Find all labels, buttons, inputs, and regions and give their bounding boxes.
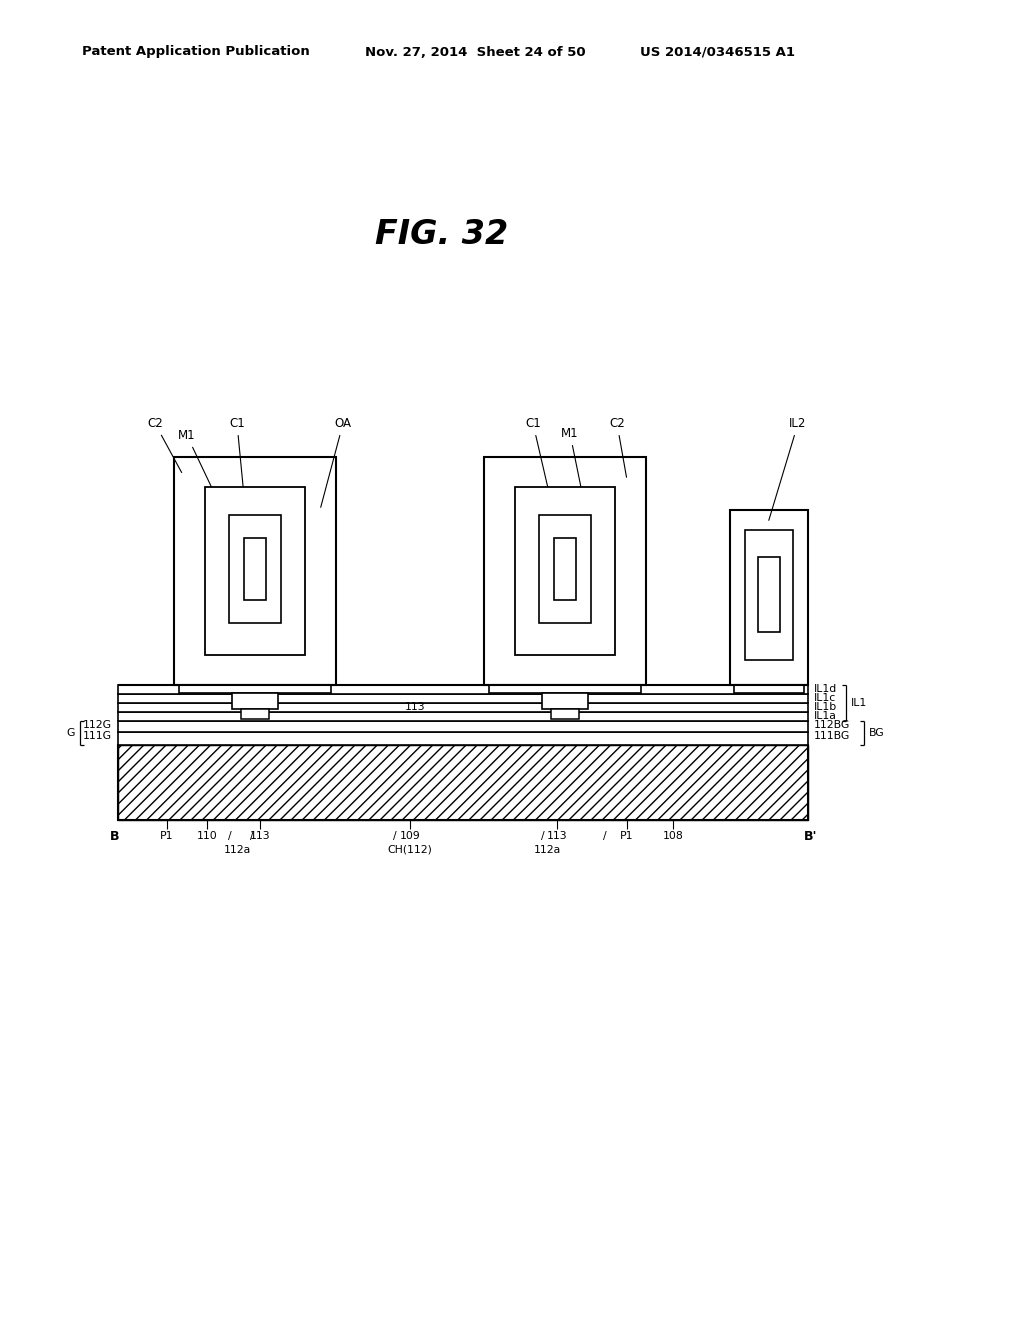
Bar xyxy=(241,709,269,719)
Text: FIG. 32: FIG. 32 xyxy=(375,219,508,252)
Text: /: / xyxy=(393,832,397,841)
Text: C1: C1 xyxy=(525,417,556,524)
Text: BG: BG xyxy=(869,729,885,738)
Text: B': B' xyxy=(804,829,818,842)
Text: C2: C2 xyxy=(147,417,181,473)
Text: C1: C1 xyxy=(229,417,247,524)
Text: IL1d: IL1d xyxy=(814,684,838,694)
Bar xyxy=(229,515,281,623)
Text: M1: M1 xyxy=(561,426,585,504)
Text: B: B xyxy=(111,829,120,842)
Bar xyxy=(734,685,804,693)
Text: /: / xyxy=(603,832,607,841)
Text: P1: P1 xyxy=(160,832,174,841)
Text: G: G xyxy=(67,729,75,738)
Bar xyxy=(554,539,575,601)
Text: 112a: 112a xyxy=(534,845,560,855)
Text: P1: P1 xyxy=(621,832,634,841)
Text: IL2: IL2 xyxy=(769,417,807,520)
Text: 111G: 111G xyxy=(83,731,112,741)
Text: IL1b: IL1b xyxy=(814,702,838,711)
Text: 110: 110 xyxy=(197,832,217,841)
Bar xyxy=(551,709,579,719)
Bar xyxy=(179,685,331,693)
Text: /: / xyxy=(228,832,231,841)
Bar xyxy=(118,694,808,704)
Text: 108: 108 xyxy=(663,832,683,841)
Bar xyxy=(489,685,641,693)
Bar xyxy=(118,704,808,711)
Bar xyxy=(758,557,780,632)
Text: Patent Application Publication: Patent Application Publication xyxy=(82,45,309,58)
Bar xyxy=(539,515,591,623)
Text: M1: M1 xyxy=(178,429,219,503)
Text: 113: 113 xyxy=(404,702,425,711)
Bar xyxy=(118,685,808,694)
Bar xyxy=(515,487,615,655)
Bar xyxy=(205,487,305,655)
Text: 112G: 112G xyxy=(83,719,112,730)
Bar xyxy=(232,693,278,709)
Text: CH(112): CH(112) xyxy=(387,845,432,855)
Text: OA: OA xyxy=(321,417,351,507)
Bar xyxy=(542,693,588,709)
Text: 112BG: 112BG xyxy=(814,719,850,730)
Bar xyxy=(118,744,808,820)
Text: C2: C2 xyxy=(609,417,627,478)
Bar xyxy=(118,711,808,721)
Text: 113: 113 xyxy=(547,832,567,841)
Text: 113: 113 xyxy=(250,832,270,841)
Bar xyxy=(730,510,808,685)
Text: /: / xyxy=(250,832,254,841)
Bar xyxy=(174,457,336,685)
Text: Nov. 27, 2014  Sheet 24 of 50: Nov. 27, 2014 Sheet 24 of 50 xyxy=(365,45,586,58)
Bar xyxy=(484,457,646,685)
Text: 111BG: 111BG xyxy=(814,731,850,741)
Bar xyxy=(118,744,808,820)
Text: US 2014/0346515 A1: US 2014/0346515 A1 xyxy=(640,45,795,58)
Text: IL1: IL1 xyxy=(851,698,867,708)
Text: IL1c: IL1c xyxy=(814,693,837,704)
Text: /: / xyxy=(542,832,545,841)
Bar xyxy=(118,721,808,733)
Text: 112a: 112a xyxy=(223,845,251,855)
Bar xyxy=(118,733,808,744)
Text: IL1a: IL1a xyxy=(814,711,837,721)
Text: 109: 109 xyxy=(399,832,421,841)
Bar xyxy=(745,531,793,660)
Bar xyxy=(244,539,266,601)
